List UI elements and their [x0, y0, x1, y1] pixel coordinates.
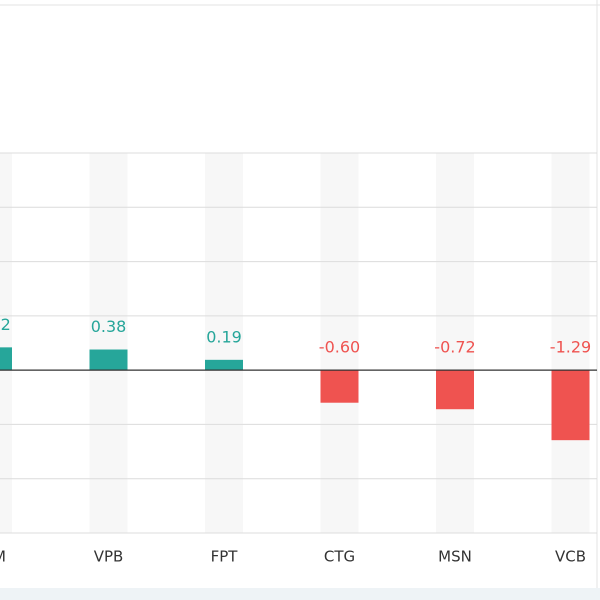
value-label: -1.29 — [550, 338, 591, 357]
x-tick-label: FPT — [211, 548, 239, 566]
bar — [320, 370, 359, 403]
column-band — [551, 153, 590, 533]
x-tick-label: VCB — [555, 548, 586, 566]
column-band — [89, 153, 128, 533]
value-label: 0.19 — [206, 327, 242, 346]
bar — [436, 370, 474, 410]
column-band — [320, 153, 359, 533]
x-tick-label: VPB — [94, 548, 124, 566]
value-label: -0.72 — [434, 338, 475, 357]
bottom-strip — [0, 588, 600, 600]
bar — [89, 349, 128, 371]
bar — [551, 370, 590, 441]
x-tick-label: MSN — [438, 548, 472, 566]
column-band — [0, 153, 12, 533]
column-band — [205, 153, 243, 533]
value-label: 0.38 — [91, 317, 127, 336]
value-label: 0.42 — [0, 315, 11, 334]
x-tick-label: M — [0, 548, 6, 566]
bar — [0, 347, 12, 371]
column-band — [436, 153, 474, 533]
x-tick-label: CTG — [324, 548, 355, 566]
bar — [205, 359, 243, 371]
value-label: -0.60 — [319, 338, 360, 357]
